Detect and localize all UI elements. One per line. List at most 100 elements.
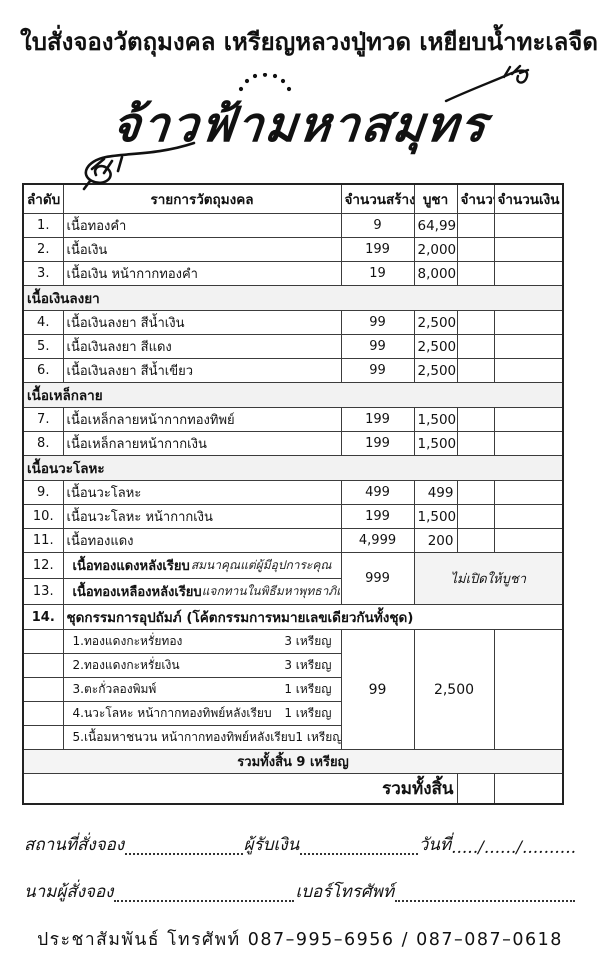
amount-cell bbox=[493, 407, 564, 432]
table-row: 11. เนื้อทองแดง 4,999 200 bbox=[22, 528, 564, 553]
row-no: 1. bbox=[22, 213, 64, 238]
row-no: 2. bbox=[22, 237, 64, 262]
amount-cell bbox=[493, 629, 564, 750]
calligraphy-title: จ้าวฟ้ามหาสมุทร bbox=[109, 97, 491, 153]
set-title: ชุดกรรมการอุปถัมภ์ (โค้ตกรรมการหมายเลขเด… bbox=[62, 604, 564, 630]
section-row: เนื้อเหล็กลาย bbox=[22, 382, 564, 408]
table-row: 6. เนื้อเงินลงยา สีน้ำเขียว 99 2,500 bbox=[22, 358, 564, 383]
set-sub-row: 1.ทองแดงกะหรั่ยทอง 3 เหรียญ 99 2,500 bbox=[22, 629, 564, 750]
grand-total-label: รวมทั้งสิ้น bbox=[22, 773, 458, 805]
qty-cell bbox=[456, 358, 495, 383]
row-item: เนื้อทองแดงหลังเรียบ สมนาคุณแต่ผู้มีอุปก… bbox=[62, 552, 342, 579]
amount-cell bbox=[493, 528, 564, 553]
row-no: 13. bbox=[22, 578, 64, 605]
row-item: เนื้อเงิน bbox=[62, 237, 342, 262]
table-row: 9. เนื้อนวะโลหะ 499 499 bbox=[22, 480, 564, 505]
row-made: 199 bbox=[340, 407, 415, 432]
order-place-label: สถานที่สั่งจอง bbox=[24, 835, 125, 855]
section-title: เนื้อเหล็กลาย bbox=[22, 382, 564, 408]
table-row: 4. เนื้อเงินลงยา สีน้ำเงิน 99 2,500 bbox=[22, 310, 564, 335]
signature-line-2: นามผู้สั่งจอง เบอร์โทรศัพท์ bbox=[24, 878, 576, 905]
row-price: 2,000 bbox=[413, 237, 458, 262]
set-subtotal-row: รวมทั้งสิ้น 9 เหรียญ bbox=[22, 749, 564, 774]
qty-cell bbox=[456, 504, 495, 529]
row-item: เนื้อเงินลงยา สีน้ำเขียว bbox=[62, 358, 342, 383]
col-header-qty: จำนวน bbox=[456, 183, 495, 214]
qty-cell bbox=[456, 213, 495, 238]
set-price: 2,500 bbox=[413, 629, 495, 750]
table-row: 7. เนื้อเหล็กลายหน้ากากทองทิพย์ 199 1,50… bbox=[22, 407, 564, 432]
row-item: เนื้อเหล็กลายหน้ากากเงิน bbox=[62, 431, 342, 456]
table-row: 1. เนื้อทองคำ 9 64,999 bbox=[22, 213, 564, 238]
row-item: เนื้อนวะโลหะ bbox=[62, 480, 342, 505]
row-no: 4. bbox=[22, 310, 64, 335]
section-row: เนื้อเงินลงยา bbox=[22, 285, 564, 311]
table-row: 8. เนื้อเหล็กลายหน้ากากเงิน 199 1,500 bbox=[22, 431, 564, 456]
table-row: 5. เนื้อเงินลงยา สีแดง 99 2,500 bbox=[22, 334, 564, 359]
col-header-made: จำนวนสร้าง bbox=[340, 183, 415, 214]
set-sub-row: 4.นวะโลหะ หน้ากากทองทิพย์หลังเรียบ 1 เหร… bbox=[22, 701, 563, 726]
row-price: 1,500 bbox=[413, 504, 458, 529]
set-sub-item: 3.ตะกั่วลองพิมพ์ 1 เหรียญ bbox=[62, 677, 342, 702]
grand-total-row: รวมทั้งสิ้น bbox=[22, 773, 564, 805]
dotted-line bbox=[300, 853, 418, 855]
row-price: 499 bbox=[413, 480, 458, 505]
row-item: เนื้อเงินลงยา สีน้ำเงิน bbox=[62, 310, 342, 335]
table-row: 2. เนื้อเงิน 199 2,000 bbox=[22, 237, 564, 262]
row-item: เนื้อนวะโลหะ หน้ากากเงิน bbox=[62, 504, 342, 529]
row-price: 2,500 bbox=[413, 358, 458, 383]
row-no: 6. bbox=[22, 358, 64, 383]
availability-note: ไม่เปิดให้บูชา bbox=[413, 552, 564, 605]
col-header-amount: จำนวนเงิน bbox=[493, 183, 564, 214]
row-price: 1,500 bbox=[413, 407, 458, 432]
signature-line-1: สถานที่สั่งจอง ผู้รับเงิน วันที่ ...../.… bbox=[24, 831, 576, 858]
row-no: 3. bbox=[22, 261, 64, 286]
set-subtotal: รวมทั้งสิ้น 9 เหรียญ bbox=[22, 749, 564, 774]
set-sub-item: 1.ทองแดงกะหรั่ยทอง 3 เหรียญ bbox=[62, 629, 342, 654]
qty-cell bbox=[456, 528, 495, 553]
row-made: 199 bbox=[340, 237, 415, 262]
row-no: 14. bbox=[22, 604, 64, 630]
row-no: 5. bbox=[22, 334, 64, 359]
row-price: 8,000 bbox=[413, 261, 458, 286]
amount-cell bbox=[493, 213, 564, 238]
phone-label: เบอร์โทรศัพท์ bbox=[295, 882, 395, 902]
qty-cell bbox=[456, 237, 495, 262]
qty-cell bbox=[456, 261, 495, 286]
col-header-no: ลำดับ bbox=[22, 183, 64, 214]
row-made: 199 bbox=[340, 504, 415, 529]
row-made: 99 bbox=[340, 310, 415, 335]
row-made: 99 bbox=[340, 334, 415, 359]
row-no: 12. bbox=[22, 552, 64, 579]
date-slots: ...../....../.......... bbox=[451, 838, 577, 858]
set-title-row: 14. ชุดกรรมการอุปถัมภ์ (โค้ตกรรมการหมายเ… bbox=[22, 604, 564, 630]
row-item: เนื้อทองคำ bbox=[62, 213, 342, 238]
page-title: ใบสั่งจองวัตถุมงคล เหรียญหลวงปู่ทวด เหยี… bbox=[20, 28, 598, 56]
row-price: 64,999 bbox=[413, 213, 458, 238]
dots-arc-ornament-icon bbox=[238, 73, 294, 93]
set-sub-item: 4.นวะโลหะ หน้ากากทองทิพย์หลังเรียบ 1 เหร… bbox=[62, 701, 342, 726]
amount-cell bbox=[493, 480, 564, 505]
row-item: เนื้อเงิน หน้ากากทองคำ bbox=[62, 261, 342, 286]
qty-cell bbox=[456, 334, 495, 359]
table-row: 12. เนื้อทองแดงหลังเรียบ สมนาคุณแต่ผู้มี… bbox=[22, 552, 564, 605]
empty-no-cell bbox=[22, 725, 64, 750]
row-price: 2,500 bbox=[413, 334, 458, 359]
receiver-label: ผู้รับเงิน bbox=[243, 835, 300, 855]
row-made: 9 bbox=[340, 213, 415, 238]
row-made: 19 bbox=[340, 261, 415, 286]
row-item: เนื้อทองแดง bbox=[62, 528, 342, 553]
qty-cell bbox=[456, 407, 495, 432]
row-made: 99 bbox=[340, 358, 415, 383]
table-row: 13. เนื้อทองเหลืองหลังเรียบ แจกทานในพิธี… bbox=[22, 578, 563, 605]
amount-cell bbox=[493, 237, 564, 262]
dotted-line bbox=[125, 853, 243, 855]
order-table: ลำดับ รายการวัตถุมงคล จำนวนสร้าง บูชา จำ… bbox=[22, 183, 564, 805]
row-made: 199 bbox=[340, 431, 415, 456]
row-no: 7. bbox=[22, 407, 64, 432]
amount-cell bbox=[493, 431, 564, 456]
section-title: เนื้อนวะโลหะ bbox=[22, 455, 564, 481]
footer: สถานที่สั่งจอง ผู้รับเงิน วันที่ ...../.… bbox=[20, 831, 580, 953]
empty-no-cell bbox=[22, 701, 64, 726]
flourish-left-icon bbox=[78, 135, 198, 191]
